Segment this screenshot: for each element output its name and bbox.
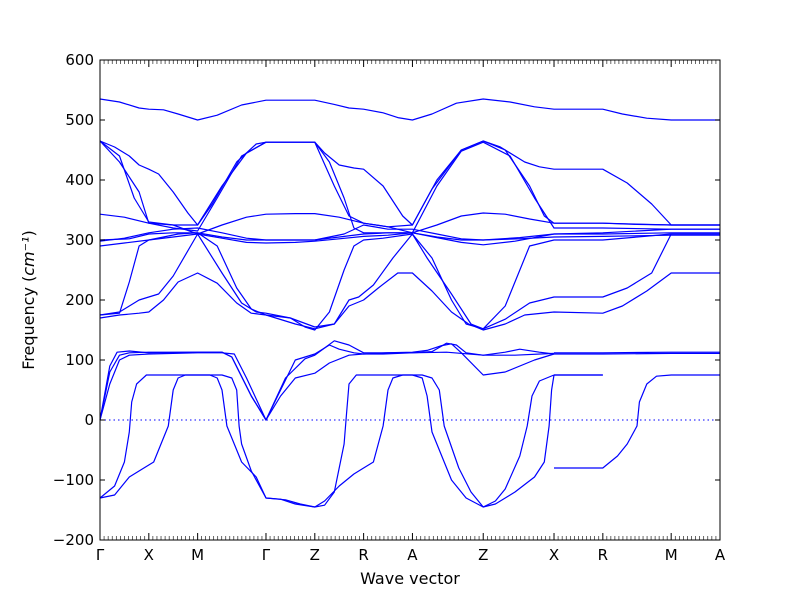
band-series-16: [99, 224, 720, 242]
y-axis-label-text: Frequency: [19, 287, 38, 370]
y-tick-label: 600: [65, 51, 94, 69]
y-axis-ticks: −200 −100 0 100 200 300 400 500 600: [53, 51, 720, 549]
x-tick-label: Γ: [262, 546, 271, 564]
x-tick-label: R: [598, 546, 608, 564]
x-tick-label: Z: [310, 546, 320, 564]
x-tick-label: R: [358, 546, 368, 564]
band-series-18: [99, 140, 720, 228]
x-tick-label: Z: [478, 546, 488, 564]
band-series-19: [99, 140, 720, 226]
x-tick-label: M: [191, 546, 204, 564]
band-series-8: [554, 352, 720, 355]
band-series-1: [99, 374, 555, 508]
y-tick-label: −100: [53, 471, 94, 489]
x-tick-label: Γ: [96, 546, 105, 564]
x-tick-label: X: [549, 546, 559, 564]
x-tick-label: X: [144, 546, 154, 564]
y-tick-label: 500: [65, 111, 94, 129]
band-series-20: [99, 140, 720, 234]
plot-frame: [99, 59, 721, 541]
y-tick-label: 0: [84, 411, 94, 429]
y-tick-label: 300: [65, 231, 94, 249]
y-tick-label: 400: [65, 171, 94, 189]
band-series-2: [99, 374, 555, 508]
band-series-11: [99, 272, 720, 331]
bands-layer: [99, 98, 720, 508]
y-tick-label: 100: [65, 351, 94, 369]
y-tick-label: 200: [65, 291, 94, 309]
x-tick-label: A: [407, 546, 418, 564]
x-tick-label: A: [715, 546, 726, 564]
band-series-21: [99, 98, 720, 121]
band-series-9: [554, 351, 720, 354]
x-tick-label: M: [665, 546, 678, 564]
band-series-15: [99, 232, 720, 241]
y-axis-label: Frequency (cm⁻¹): [19, 230, 38, 369]
band-series-4: [554, 374, 720, 469]
band-series-7: [99, 350, 555, 421]
y-axis-label-unit: cm⁻¹: [19, 237, 38, 276]
x-axis-label: Wave vector: [360, 569, 460, 588]
band-series-13: [99, 232, 720, 331]
y-tick-label: −200: [53, 531, 94, 549]
band-series-12: [99, 233, 720, 330]
